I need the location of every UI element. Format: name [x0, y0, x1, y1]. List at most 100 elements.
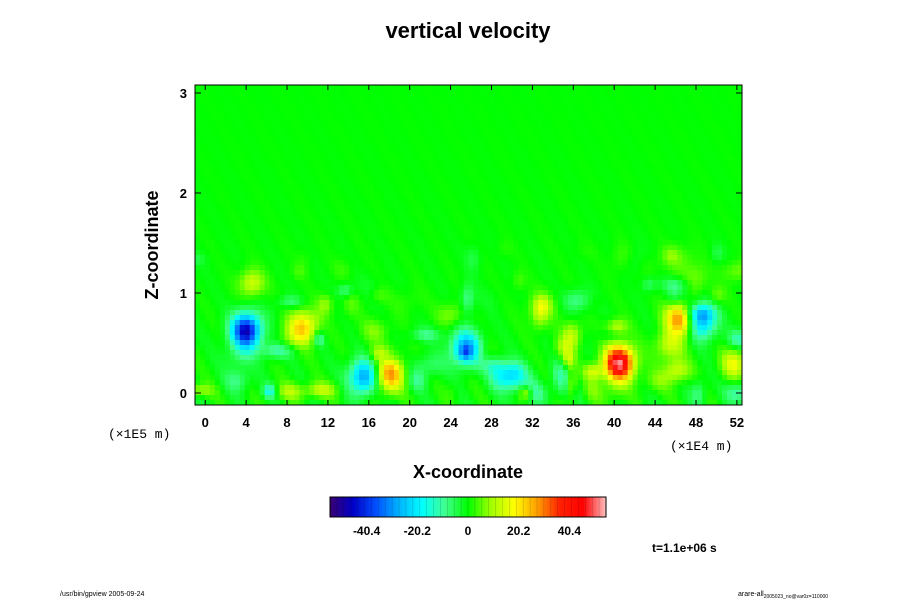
heatmap-cell — [518, 210, 524, 216]
heatmap-cell — [463, 95, 470, 101]
heatmap-cell — [324, 220, 330, 226]
heatmap-cell — [672, 240, 678, 246]
heatmap-cell — [642, 210, 649, 216]
heatmap-cell — [707, 230, 713, 236]
heatmap-cell — [443, 235, 450, 241]
heatmap-cell — [195, 230, 201, 236]
heatmap-cell — [587, 105, 594, 111]
heatmap-cell — [344, 280, 350, 286]
heatmap-cell — [279, 260, 286, 266]
heatmap-cell — [418, 305, 425, 311]
heatmap-cell — [642, 175, 649, 181]
heatmap-cell — [279, 290, 286, 296]
heatmap-cell — [722, 220, 728, 226]
heatmap-cell — [195, 225, 201, 231]
heatmap-cell — [418, 230, 425, 236]
heatmap-cell — [269, 210, 276, 216]
heatmap-cell — [478, 305, 485, 311]
heatmap-cell — [498, 145, 504, 151]
heatmap-cell — [483, 145, 489, 151]
heatmap-cell — [508, 270, 514, 276]
heatmap-cell — [672, 90, 678, 96]
heatmap-cell — [468, 230, 475, 236]
heatmap-cell — [523, 270, 529, 276]
heatmap-cell — [602, 200, 609, 206]
heatmap-cell — [249, 150, 256, 156]
heatmap-cell — [498, 300, 504, 306]
heatmap-cell — [214, 215, 221, 221]
heatmap-cell — [244, 225, 251, 231]
heatmap-cell — [657, 95, 664, 101]
heatmap-cell — [513, 110, 519, 116]
heatmap-cell — [403, 240, 410, 246]
heatmap-cell — [632, 225, 639, 231]
heatmap-cell — [702, 175, 708, 181]
heatmap-cell — [279, 295, 286, 301]
heatmap-cell — [383, 295, 390, 301]
heatmap-cell — [374, 125, 380, 131]
heatmap-cell — [224, 190, 231, 196]
heatmap-cell — [319, 110, 325, 116]
heatmap-cell — [398, 270, 405, 276]
heatmap-cell — [612, 170, 619, 176]
heatmap-cell — [383, 265, 390, 271]
heatmap-cell — [463, 140, 470, 146]
heatmap-cell — [543, 280, 549, 286]
heatmap-cell — [413, 135, 420, 141]
heatmap-cell — [707, 270, 713, 276]
heatmap-cell — [637, 180, 644, 186]
heatmap-cell — [264, 295, 271, 301]
heatmap-cell — [214, 180, 221, 186]
heatmap-cell — [548, 235, 554, 241]
heatmap-cell — [533, 215, 539, 221]
heatmap-cell — [642, 155, 649, 161]
heatmap-cell — [448, 240, 455, 246]
heatmap-cell — [289, 295, 296, 301]
heatmap-cell — [702, 265, 708, 271]
heatmap-cell — [388, 280, 395, 286]
heatmap-cell — [508, 260, 514, 266]
heatmap-cell — [488, 300, 494, 306]
heatmap-cell — [572, 110, 579, 116]
heatmap-cell — [553, 140, 559, 146]
heatmap-cell — [717, 245, 723, 251]
heatmap-cell — [732, 260, 738, 266]
heatmap-cell — [572, 155, 579, 161]
heatmap-cell — [209, 250, 216, 256]
heatmap-cell — [607, 280, 614, 286]
heatmap-cell — [717, 300, 723, 306]
heatmap-cell — [249, 210, 256, 216]
heatmap-cell — [558, 220, 564, 226]
heatmap-cell — [533, 295, 539, 301]
heatmap-cell — [195, 140, 201, 146]
heatmap-cell — [413, 275, 420, 281]
heatmap-cell — [498, 140, 504, 146]
heatmap-cell — [274, 200, 281, 206]
heatmap-cell — [657, 135, 664, 141]
heatmap-cell — [413, 145, 420, 151]
heatmap-cell — [712, 135, 718, 141]
heatmap-cell — [413, 185, 420, 191]
heatmap-cell — [667, 290, 673, 296]
heatmap-cell — [562, 265, 569, 271]
heatmap-cell — [687, 90, 693, 96]
heatmap-cell — [219, 285, 226, 291]
heatmap-cell — [354, 205, 360, 211]
heatmap-cell — [423, 265, 430, 271]
heatmap-cell — [428, 95, 435, 101]
heatmap-cell — [498, 200, 504, 206]
heatmap-cell — [354, 245, 360, 251]
heatmap-cell — [597, 170, 604, 176]
heatmap-cell — [528, 210, 534, 216]
heatmap-cell — [647, 190, 654, 196]
heatmap-cell — [468, 250, 475, 256]
heatmap-cell — [249, 265, 256, 271]
heatmap-cell — [374, 225, 380, 231]
heatmap-cell — [264, 85, 271, 91]
heatmap-cell — [622, 125, 629, 131]
heatmap-cell — [204, 215, 211, 221]
heatmap-cell — [562, 205, 569, 211]
heatmap-cell — [324, 180, 330, 186]
heatmap-cell — [732, 110, 738, 116]
heatmap-cell — [528, 90, 534, 96]
